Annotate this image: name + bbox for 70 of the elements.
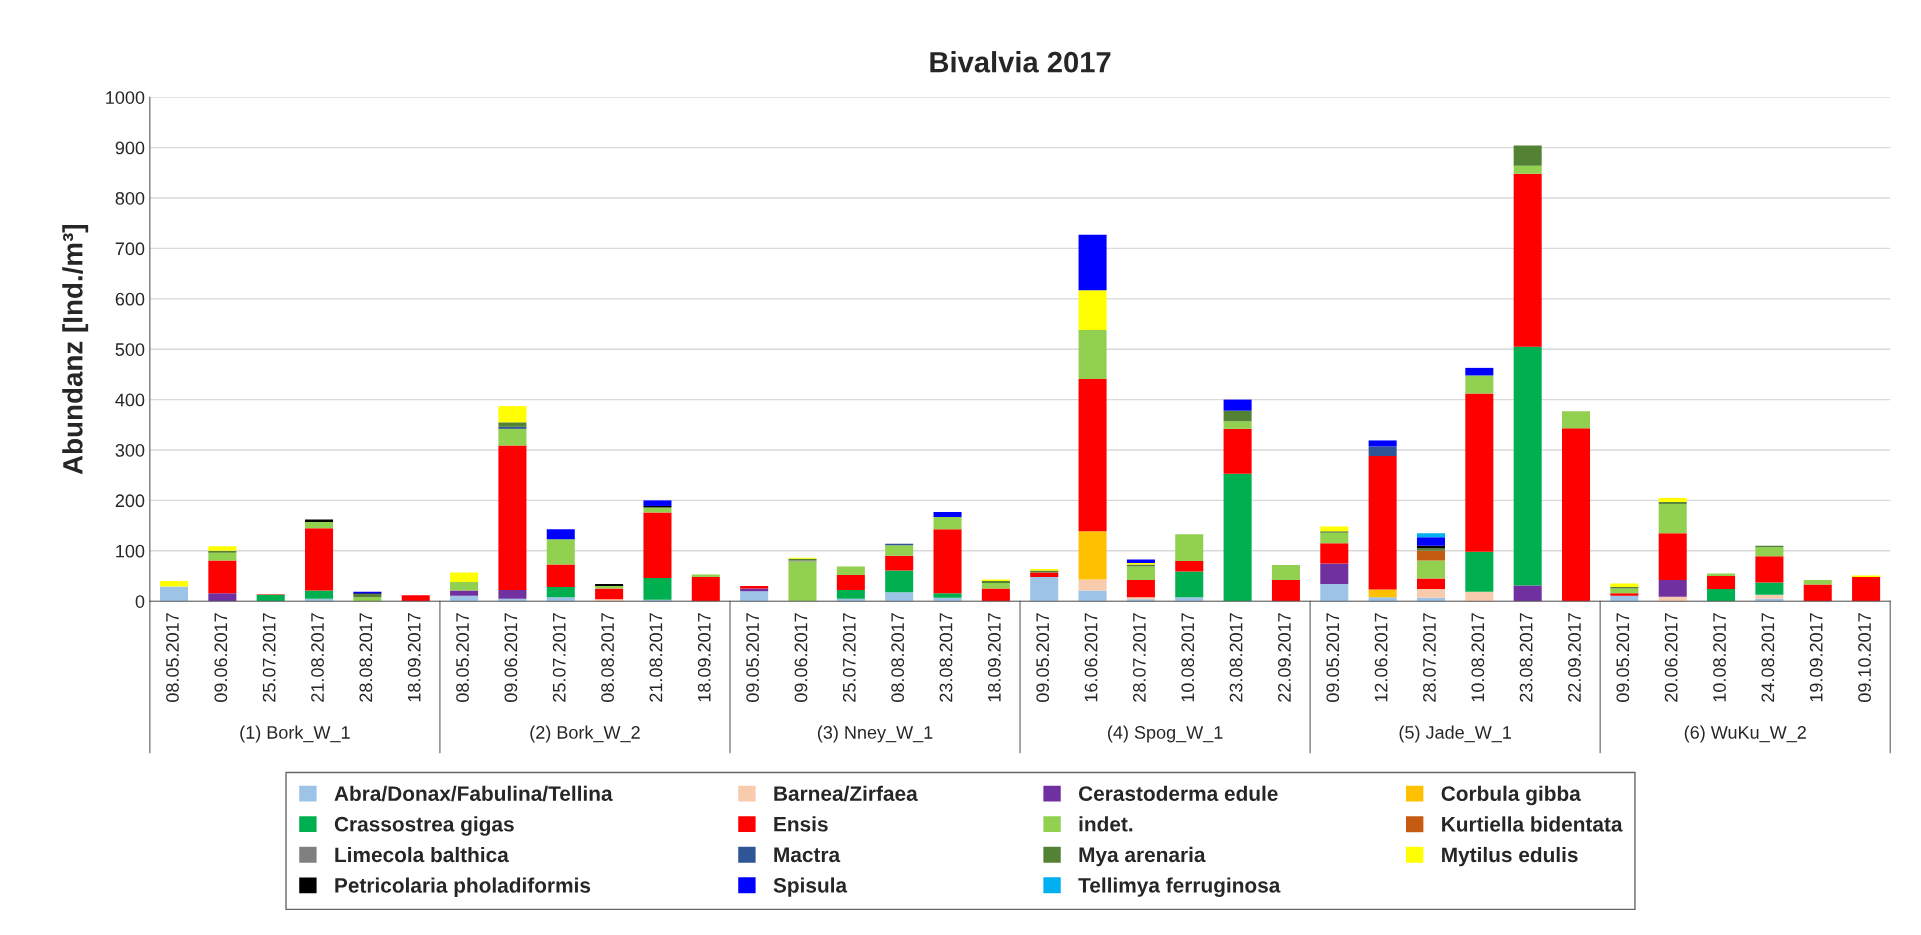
chart-title: Bivalvia 2017 xyxy=(930,51,1111,73)
y-tick-label: 900 xyxy=(115,141,145,155)
y-axis-title: Abundanz [Ind./m³] xyxy=(62,225,89,475)
legend-label: Barnea/Zirfaea xyxy=(774,785,918,802)
x-tick-label: 18.09.2017 xyxy=(697,613,711,702)
y-tick-label: 300 xyxy=(115,443,145,457)
legend-label: Petricolaria pholadiformis xyxy=(335,877,591,897)
x-tick-label: 09.05.2017 xyxy=(1326,613,1340,702)
x-tick-label: 08.08.2017 xyxy=(601,613,614,702)
text: (4) Spog_W_1 xyxy=(1108,725,1223,743)
y-tick-label: 600 xyxy=(115,292,145,306)
x-tick-label: 21.08.2017 xyxy=(649,613,663,702)
x-tick-label: 25.07.2017 xyxy=(262,613,276,702)
text: (5) Jade_W_1 xyxy=(1399,725,1511,743)
legend-label: indet. xyxy=(1079,816,1133,832)
y-tick-label: 1000 xyxy=(106,91,145,104)
y-tick-label: 800 xyxy=(115,191,145,205)
x-tick-label: 09.10.2017 xyxy=(1858,613,1871,702)
x-tick-label: 24.08.2017 xyxy=(1761,613,1775,702)
x-tick-label: 08.05.2017 xyxy=(456,613,469,702)
x-tick-label: 18.09.2017 xyxy=(407,613,421,702)
y-tick-label: 100 xyxy=(116,544,145,558)
legend-label: Mactra xyxy=(774,847,841,863)
y-tick-label: 700 xyxy=(115,242,145,256)
x-tick-label: 22.09.2017 xyxy=(1568,613,1581,702)
y-tick-label: 500 xyxy=(115,343,145,356)
x-tick-label: 18.09.2017 xyxy=(987,613,1001,702)
x-tick-label: 20.06.2017 xyxy=(1664,613,1678,702)
x-tick-label: 23.08.2017 xyxy=(939,613,953,702)
text: (6) WuKu_W_2 xyxy=(1684,725,1806,743)
x-tick-label: 21.08.2017 xyxy=(311,613,324,702)
text: (2) Bork_W_2 xyxy=(530,725,640,743)
x-tick-label: 10.08.2017 xyxy=(1471,613,1485,702)
text: (3) Nney_W_1 xyxy=(817,725,933,743)
x-tick-label: 23.08.2017 xyxy=(1229,613,1243,702)
x-tick-label: 19.09.2017 xyxy=(1809,613,1823,702)
legend-label: Corbula gibba xyxy=(1441,785,1581,806)
x-tick-label: 09.05.2017 xyxy=(746,613,759,702)
x-tick-label: 23.08.2017 xyxy=(1519,613,1533,702)
x-tick-label: 12.06.2017 xyxy=(1374,613,1388,702)
x-tick-label: 10.08.2017 xyxy=(1181,613,1195,702)
legend-label: Tellimya ferruginosa xyxy=(1078,877,1281,897)
legend-label: Limecola balthica xyxy=(335,846,509,863)
x-tick-label: 08.08.2017 xyxy=(891,613,905,702)
x-tick-label: 09.06.2017 xyxy=(214,613,228,702)
legend-label: Crassostrea gigas xyxy=(334,816,514,836)
y-tick-label: 400 xyxy=(115,393,145,407)
x-tick-label: 10.08.2017 xyxy=(1713,613,1726,702)
x-tick-label: 28.07.2017 xyxy=(1132,613,1146,702)
x-tick-label: 16.06.2017 xyxy=(1084,613,1098,702)
x-tick-label: 09.05.2017 xyxy=(1036,613,1050,702)
text: (1) Bork_W_1 xyxy=(240,725,350,743)
legend-label: Ensis xyxy=(774,816,828,832)
x-tick-label: 08.05.2017 xyxy=(166,613,179,702)
legend-label: Kurtiella bidentata xyxy=(1442,816,1623,832)
y-tick-label: 200 xyxy=(115,494,145,508)
x-tick-label: 09.06.2017 xyxy=(504,613,518,702)
legend-label: Mytilus edulis xyxy=(1442,846,1578,867)
x-tick-label: 25.07.2017 xyxy=(842,613,856,702)
x-tick-label: 22.09.2017 xyxy=(1278,613,1291,702)
x-tick-label: 25.07.2017 xyxy=(552,613,566,702)
legend-label: Spisula xyxy=(773,877,848,897)
x-tick-label: 09.05.2017 xyxy=(1616,613,1630,702)
y-tick-label: 0 xyxy=(135,595,145,608)
x-tick-label: 28.07.2017 xyxy=(1423,613,1436,702)
x-tick-label: 28.08.2017 xyxy=(359,613,373,702)
legend-label: Mya arenaria xyxy=(1079,846,1206,867)
x-tick-label: 09.06.2017 xyxy=(794,613,808,702)
legend-label: Abra/Donax/Fabulina/Tellina xyxy=(334,785,613,802)
legend-label: Cerastoderma edule xyxy=(1078,785,1278,801)
